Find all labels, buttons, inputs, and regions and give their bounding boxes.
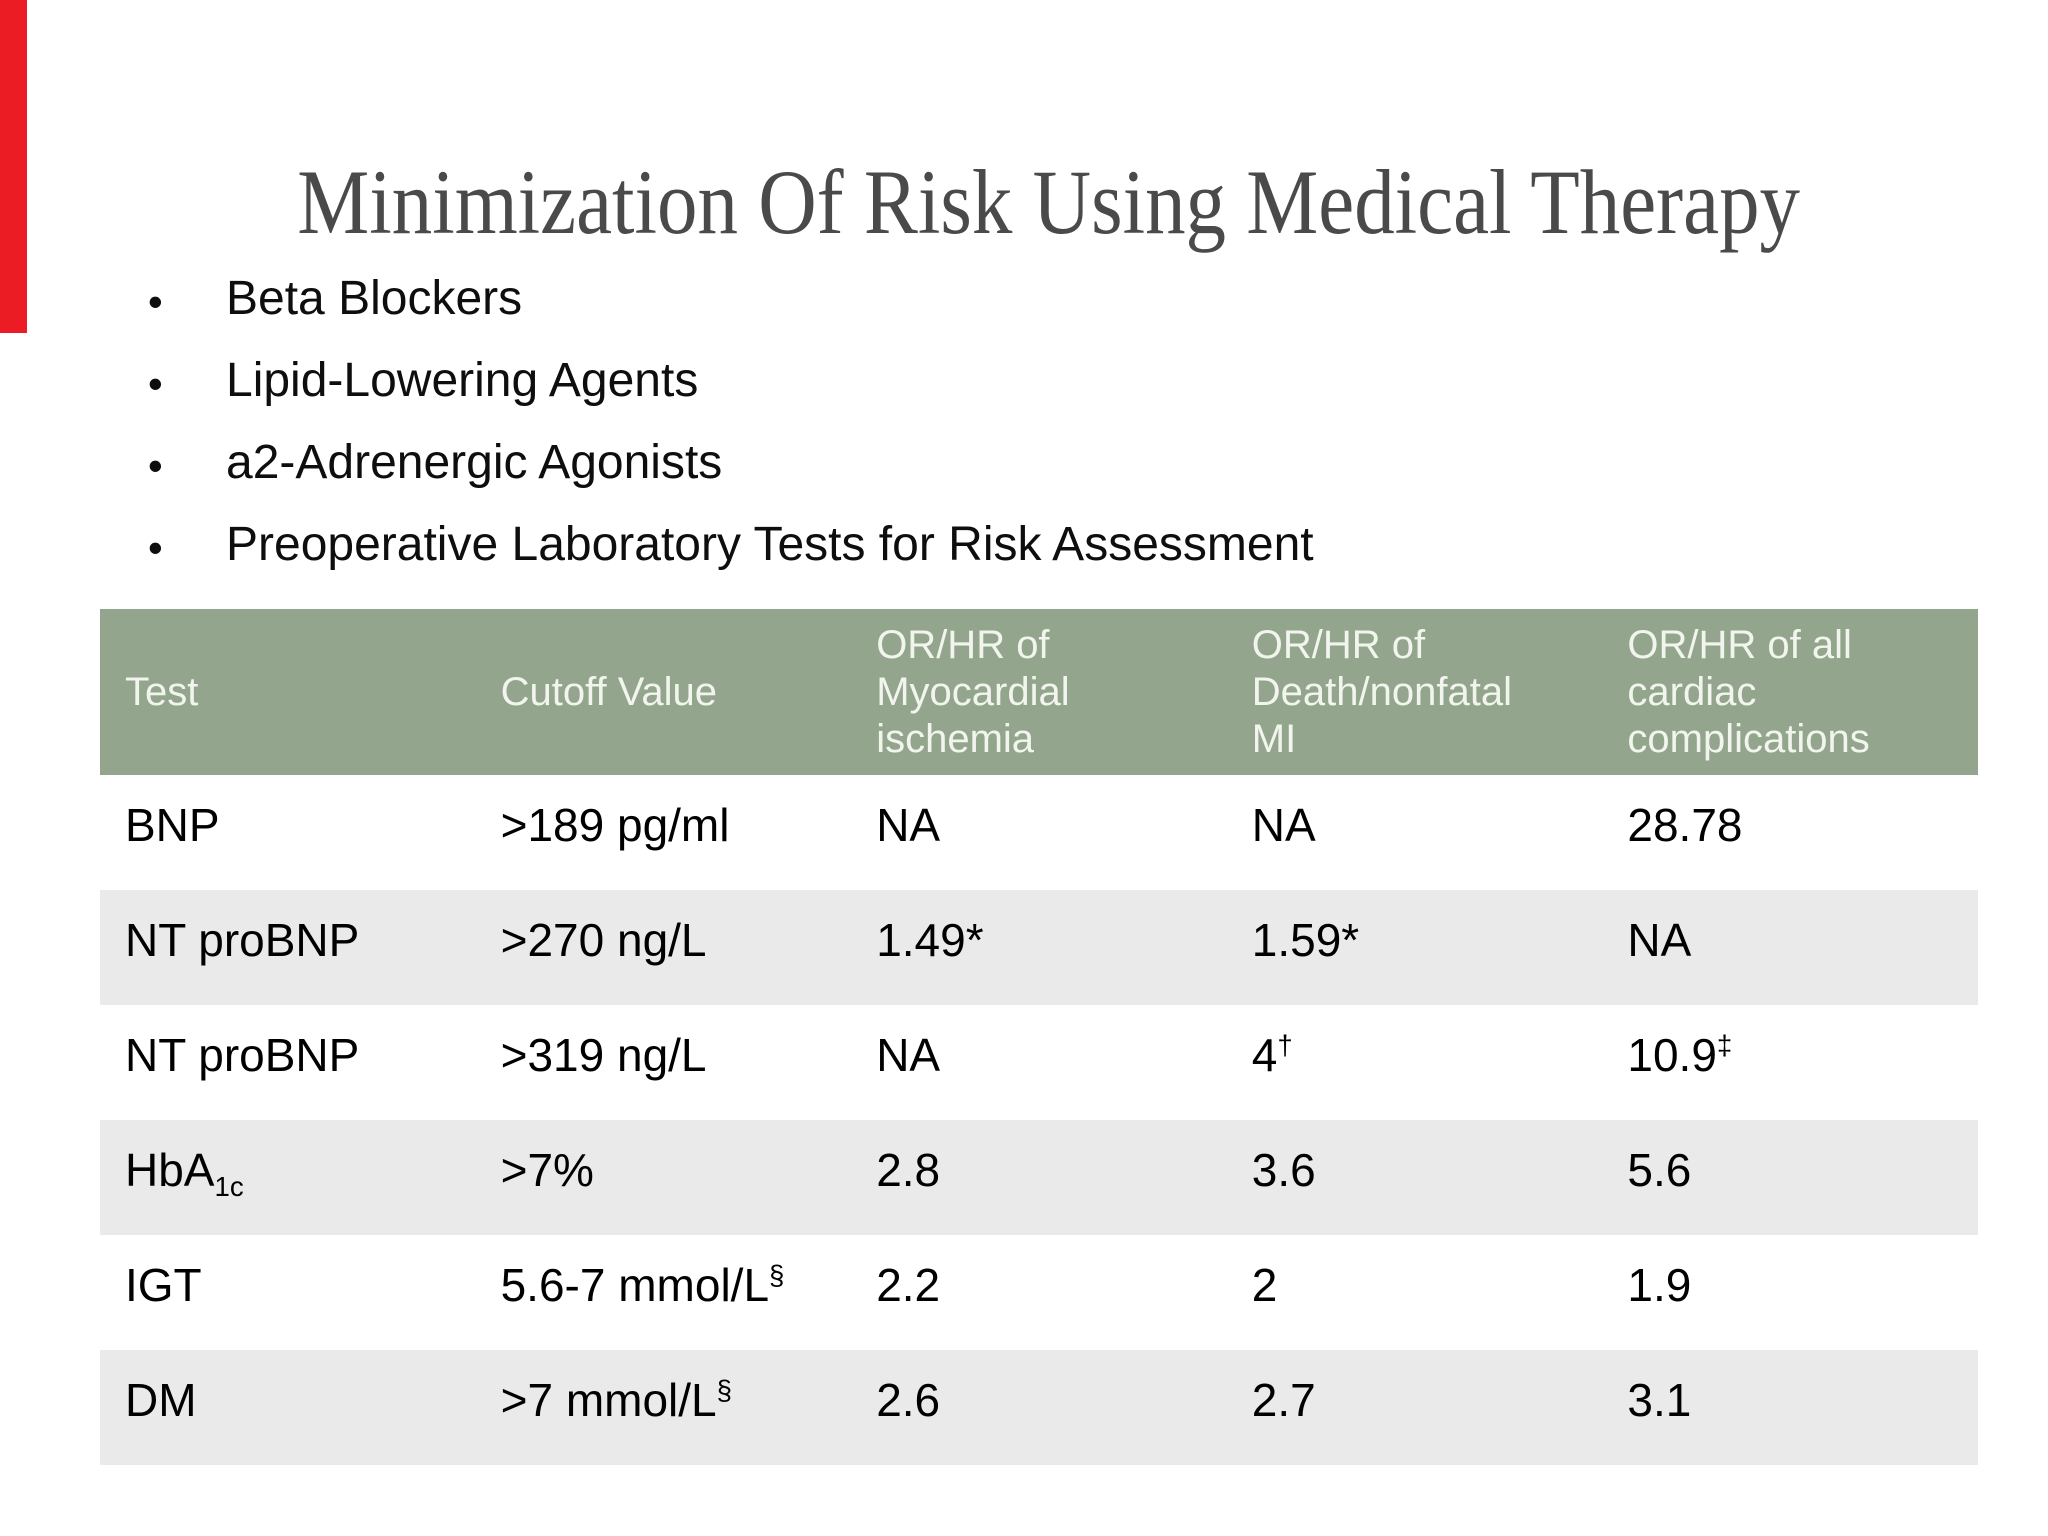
table-cell: NA (1627, 914, 1692, 966)
table-header: Test Cutoff Value OR/HR of Myocardial isch… (100, 609, 1978, 775)
table-cell: 1.59* (1251, 914, 1360, 966)
table-cell: NA (876, 1029, 941, 1081)
preoperative-lab-tests-table: Test Cutoff Value OR/HR of Myocardial isch… (100, 609, 1978, 1465)
table-row: BNP >189 pg/ml NA NA 28.78 (100, 775, 1978, 890)
table-cell: 3.1 (1627, 1374, 1692, 1426)
table-cell: >189 pg/ml (500, 799, 730, 851)
bullet-list: • Beta Blockers • Lipid-Lowering Agents • a2-… (148, 274, 1314, 602)
column-header: OR/HR of Myocardial ischemia (851, 609, 1227, 775)
table-cell: DM (125, 1374, 197, 1426)
table-row: HbA1c >7% 2.8 3.6 5.6 (100, 1120, 1978, 1235)
bullet-item-label: Lipid-Lowering Agents (226, 354, 699, 407)
red-accent-bar (0, 0, 27, 333)
bullet-item-label: a2-Adrenergic Agonists (226, 436, 723, 489)
table-cell: 2.8 (876, 1144, 941, 1196)
table-row: IGT 5.6-7 mmol/L§ 2.2 2 1.9 (100, 1235, 1978, 1350)
bullet-item-label: Preoperative Laboratory Tests for Risk A… (226, 518, 1314, 571)
table-cell: NT proBNP (125, 914, 360, 966)
table-cell: 2 (1251, 1259, 1278, 1311)
table-cell: 5.6 (1627, 1144, 1692, 1196)
table-cell: >7% (500, 1144, 594, 1196)
table-cell: 10.9‡ (1627, 1029, 1733, 1081)
table-cell: 4† (1251, 1029, 1293, 1081)
table-cell: NT proBNP (125, 1029, 360, 1081)
bullet-item-label: Beta Blockers (226, 272, 523, 325)
table-cell: 1.9 (1627, 1259, 1692, 1311)
table-cell: NA (1251, 799, 1316, 851)
table-body: BNP >189 pg/ml NA NA 28.78 NT proBNP >270 ng/L… (100, 775, 1978, 1465)
column-header: OR/HR of Death/nonfatal MI (1226, 609, 1603, 775)
table-cell: 2.6 (876, 1374, 941, 1426)
table-cell: BNP (125, 799, 220, 851)
table-cell: 1.49* (876, 914, 984, 966)
table-cell: 3.6 (1251, 1144, 1316, 1196)
column-header: Test (100, 609, 476, 775)
table-cell: HbA1c (125, 1144, 244, 1203)
table-cell: 5.6-7 mmol/L§ (500, 1259, 785, 1311)
bullet-marker-icon: • (148, 278, 163, 325)
table-row: DM >7 mmol/L§ 2.6 2.7 3.1 (100, 1350, 1978, 1465)
table-cell: 2.7 (1251, 1374, 1316, 1426)
table-cell: 28.78 (1627, 799, 1743, 851)
column-header: OR/HR of all cardiac complications (1602, 609, 1978, 775)
table-cell: IGT (125, 1259, 202, 1311)
bullet-item: • Lipid-Lowering Agents (148, 354, 1314, 408)
table-cell: >7 mmol/L§ (500, 1374, 732, 1426)
bullet-marker-icon: • (148, 524, 163, 571)
bullet-marker-icon: • (148, 442, 163, 489)
bullet-marker-icon: • (148, 360, 163, 407)
table-cell: NA (876, 799, 941, 851)
slide-title: Minimization Of Risk Using Medical Thera… (297, 150, 1801, 253)
column-header: Cutoff Value (475, 609, 852, 775)
bullet-item: • Beta Blockers (148, 272, 1314, 326)
table-cell: >270 ng/L (500, 914, 707, 966)
table-cell: >319 ng/L (500, 1029, 707, 1081)
bullet-item: • a2-Adrenergic Agonists (148, 436, 1314, 490)
bullet-item: • Preoperative Laboratory Tests for Risk … (148, 518, 1314, 572)
table-row: NT proBNP >319 ng/L NA 4† 10.9‡ (100, 1005, 1978, 1120)
table-cell: 2.2 (876, 1259, 941, 1311)
table-row: NT proBNP >270 ng/L 1.49* 1.59* NA (100, 890, 1978, 1005)
table-header-row: Test Cutoff Value OR/HR of Myocardial isch… (100, 609, 1978, 775)
